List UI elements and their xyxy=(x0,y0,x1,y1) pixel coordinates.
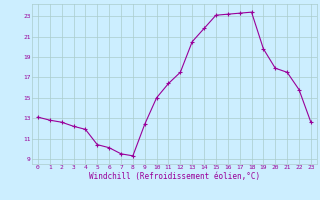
X-axis label: Windchill (Refroidissement éolien,°C): Windchill (Refroidissement éolien,°C) xyxy=(89,172,260,181)
